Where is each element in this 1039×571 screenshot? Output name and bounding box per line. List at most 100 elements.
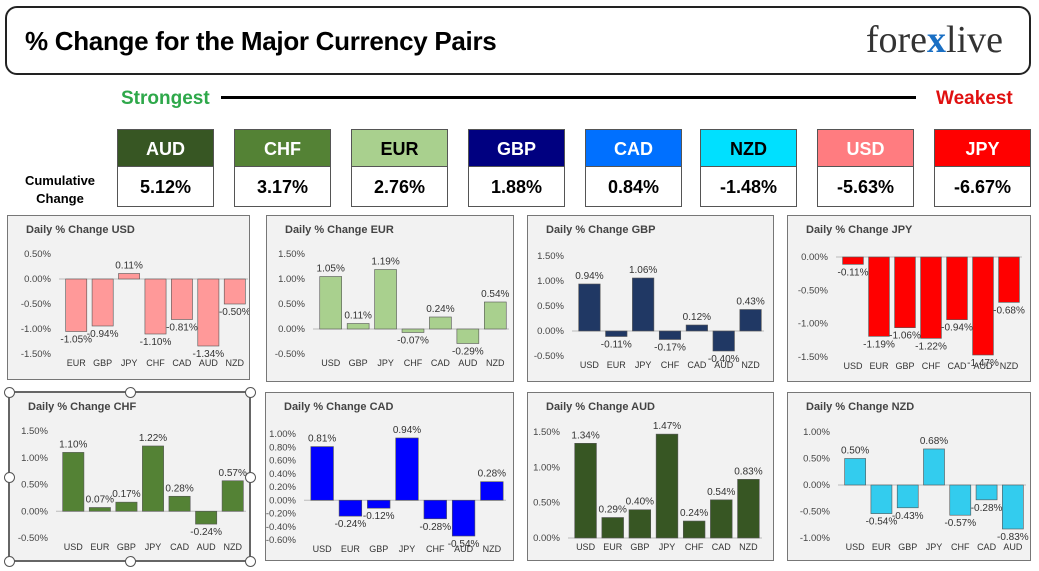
y-tick-label: 1.00% <box>537 276 564 287</box>
bar-aud <box>451 499 476 537</box>
category-label: JPY <box>635 360 652 370</box>
bar-jpy <box>655 433 679 539</box>
bar-nzd <box>737 479 760 539</box>
resize-handle[interactable] <box>4 471 15 483</box>
category-label: USD <box>846 542 866 552</box>
chart-title: Daily % Change CAD <box>284 401 394 413</box>
y-tick-label: -0.20% <box>266 509 297 520</box>
category-label: AUD <box>199 358 219 368</box>
weakest-label: Weakest <box>936 88 1013 109</box>
data-label: 0.81% <box>308 434 336 445</box>
chart-panel-chf[interactable]: Daily % Change CHF 1.50% 1.00% 0.50% 0.00% -0… <box>8 391 251 562</box>
y-tick-label: 0.20% <box>269 482 296 493</box>
bar-nzd <box>480 481 504 501</box>
data-label: 1.05% <box>317 264 345 275</box>
chart-svg-chf: 1.50% 1.00% 0.50% 0.00% -0.50% 1.10% USD 0.07% E… <box>18 426 247 552</box>
bar-aud <box>712 330 735 352</box>
data-label: -1.47% <box>967 358 999 369</box>
resize-handle[interactable] <box>4 556 15 567</box>
category-label: CAD <box>431 358 451 368</box>
bar-usd <box>310 446 334 501</box>
bar-gbp <box>367 499 391 509</box>
category-label: NZD <box>741 360 760 370</box>
category-label: USD <box>843 361 863 371</box>
y-tick-label: -0.50% <box>275 349 306 360</box>
category-label: EUR <box>869 361 889 371</box>
y-tick-label: -0.50% <box>798 285 829 296</box>
y-tick-label: 1.00% <box>278 274 305 285</box>
bar-usd <box>62 452 85 512</box>
data-label: 0.54% <box>481 289 509 300</box>
data-label: 0.54% <box>707 487 735 498</box>
bar-cad <box>975 484 998 501</box>
bar-usd <box>574 443 597 539</box>
category-label: JPY <box>145 542 162 552</box>
category-label: USD <box>580 360 600 370</box>
data-label: -0.11% <box>601 340 632 351</box>
category-label: EUR <box>67 358 87 368</box>
bar-eur <box>601 517 624 539</box>
data-label: 1.22% <box>139 433 167 444</box>
data-label: 1.34% <box>571 430 599 441</box>
bar-nzd <box>223 278 246 305</box>
data-label: -0.68% <box>993 305 1025 316</box>
data-label: -0.12% <box>363 511 395 522</box>
data-label: -0.54% <box>866 517 898 528</box>
y-tick-label: -0.50% <box>800 507 831 518</box>
bar-chf <box>682 520 706 539</box>
y-tick-label: 1.50% <box>278 249 305 260</box>
category-label: NZD <box>483 544 502 554</box>
resize-handle[interactable] <box>124 387 136 398</box>
data-label: 0.29% <box>599 505 627 516</box>
category-label: CAD <box>977 542 997 552</box>
chart-panel-usd: Daily % Change USD 0.50% 0.00% -0.50% -1.00%… <box>7 215 250 380</box>
data-label: -1.06% <box>889 331 921 342</box>
cumulative-value-jpy: -6.67% <box>934 167 1031 207</box>
category-label: GBP <box>895 361 914 371</box>
chart-svg-aud: 1.50% 1.00% 0.50% 0.00% 1.34% USD 0.29% EUR 0.40… <box>533 421 763 552</box>
chart-panel-gbp: Daily % Change GBP 1.50% 1.00% 0.50% 0.00% -0… <box>527 215 774 382</box>
resize-handle[interactable] <box>4 387 15 398</box>
resize-handle[interactable] <box>245 471 256 483</box>
bar-jpy <box>923 448 945 486</box>
data-label: -0.29% <box>452 347 484 358</box>
category-label: NZD <box>223 542 242 552</box>
data-label: -1.05% <box>60 335 92 346</box>
bar-jpy <box>395 437 419 501</box>
forexlive-logo: forexlive <box>865 19 1003 61</box>
y-tick-label: 1.50% <box>537 251 564 262</box>
bar-aud <box>197 278 220 347</box>
bar-nzd <box>998 256 1020 303</box>
data-label: -0.11% <box>838 267 869 278</box>
data-label: -0.24% <box>335 519 367 530</box>
bar-aud <box>195 510 218 525</box>
resize-handle[interactable] <box>124 556 136 567</box>
category-label: EUR <box>872 542 892 552</box>
bar-usd <box>842 256 864 265</box>
category-label: JPY <box>121 358 138 368</box>
bar-cad <box>710 499 733 539</box>
chart-panel-aud: Daily % Change AUD 1.50% 1.00% 0.50% 0.00% 1.… <box>527 392 774 561</box>
category-label: JPY <box>377 358 394 368</box>
data-label: -0.94% <box>941 323 973 334</box>
y-tick-label: 0.00% <box>803 480 830 491</box>
resize-handle[interactable] <box>245 387 256 398</box>
data-label: 0.57% <box>219 468 247 479</box>
data-label: -0.07% <box>397 336 429 347</box>
chart-svg-eur: 1.50% 1.00% 0.50% 0.00% -0.50% 1.05% USD 0.11% G… <box>275 249 510 368</box>
resize-handle[interactable] <box>245 556 256 567</box>
category-label: EUR <box>341 544 361 554</box>
y-tick-label: 0.00% <box>278 324 305 335</box>
bar-nzd <box>484 301 507 330</box>
bar-eur <box>88 507 111 512</box>
data-label: 0.50% <box>841 446 869 457</box>
bar-chf <box>949 484 972 516</box>
category-label: CHF <box>404 358 423 368</box>
category-label: JPY <box>659 542 676 552</box>
bar-chf <box>920 256 942 339</box>
category-label: CHF <box>951 542 970 552</box>
category-label: CHF <box>685 542 704 552</box>
bar-gbp <box>896 484 919 509</box>
data-label: 0.68% <box>920 436 948 447</box>
bar-usd <box>844 458 866 486</box>
